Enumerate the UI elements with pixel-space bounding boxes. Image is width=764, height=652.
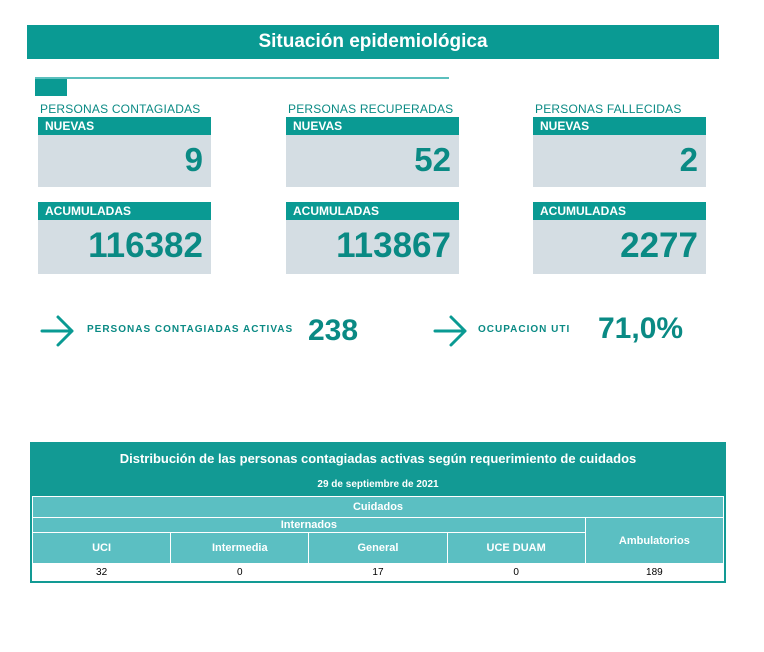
page-title-banner: Situación epidemiológica	[27, 25, 719, 59]
table-row: 32 0 17 0 189	[31, 563, 725, 581]
card-header: NUEVAS	[533, 117, 706, 135]
kpi-uti-value: 71,0%	[598, 312, 684, 345]
card-header: NUEVAS	[286, 117, 459, 135]
header-general: General	[308, 532, 448, 564]
card-recuperadas-acumuladas: ACUMULADAS 113867	[286, 202, 459, 274]
kpi-activas-value: 238	[308, 314, 359, 347]
card-contagiadas-acumuladas: ACUMULADAS 116382	[38, 202, 211, 274]
card-recuperadas-nuevas: NUEVAS 52	[286, 117, 459, 187]
arrow-right-icon	[40, 315, 74, 347]
cell-uce-duam: 0	[446, 563, 586, 581]
card-contagiadas-nuevas: NUEVAS 9	[38, 117, 211, 187]
category-title-recuperadas: PERSONAS RECUPERADAS	[288, 102, 454, 116]
header-ambulatorios: Ambulatorios	[584, 517, 725, 564]
cell-intermedia: 0	[170, 563, 310, 581]
card-fallecidas-acumuladas: ACUMULADAS 2277	[533, 202, 706, 274]
header-uci: UCI	[31, 532, 172, 564]
card-value: 113867	[336, 226, 451, 265]
arrow-right-icon	[433, 315, 467, 347]
card-value: 52	[414, 141, 451, 178]
kpi-activas-label: PERSONAS CONTAGIADAS ACTIVAS	[87, 324, 294, 335]
header-intermedia: Intermedia	[170, 532, 310, 564]
card-header: NUEVAS	[38, 117, 211, 135]
table-title: Distribución de las personas contagiadas…	[119, 451, 637, 466]
table-date: 29 de septiembre de 2021	[317, 479, 439, 490]
header-uce-duam: UCE DUAM	[446, 532, 586, 564]
cell-ambulatorios: 189	[584, 563, 725, 581]
category-title-contagiadas: PERSONAS CONTAGIADAS	[40, 102, 201, 116]
card-value: 2277	[620, 226, 698, 265]
card-header: ACUMULADAS	[286, 202, 459, 220]
card-fallecidas-nuevas: NUEVAS 2	[533, 117, 706, 187]
card-value: 2	[679, 141, 698, 178]
header-cuidados: Cuidados	[32, 496, 724, 518]
page-title: Situación epidemiológica	[258, 31, 488, 52]
cell-general: 17	[308, 563, 448, 581]
card-value: 9	[184, 141, 203, 178]
kpi-uti-label: OCUPACION UTI	[478, 324, 571, 335]
category-title-fallecidas: PERSONAS FALLECIDAS	[535, 102, 682, 116]
care-table: Cuidados Internados Ambulatorios UCI Int…	[31, 496, 725, 581]
card-header: ACUMULADAS	[38, 202, 211, 220]
care-distribution-table: Distribución de las personas contagiadas…	[30, 442, 726, 583]
accent-block	[35, 79, 67, 96]
card-header: ACUMULADAS	[533, 202, 706, 220]
cell-uci: 32	[31, 563, 172, 581]
divider-line	[35, 77, 449, 79]
card-value: 116382	[88, 226, 203, 265]
header-internados: Internados	[32, 517, 586, 533]
